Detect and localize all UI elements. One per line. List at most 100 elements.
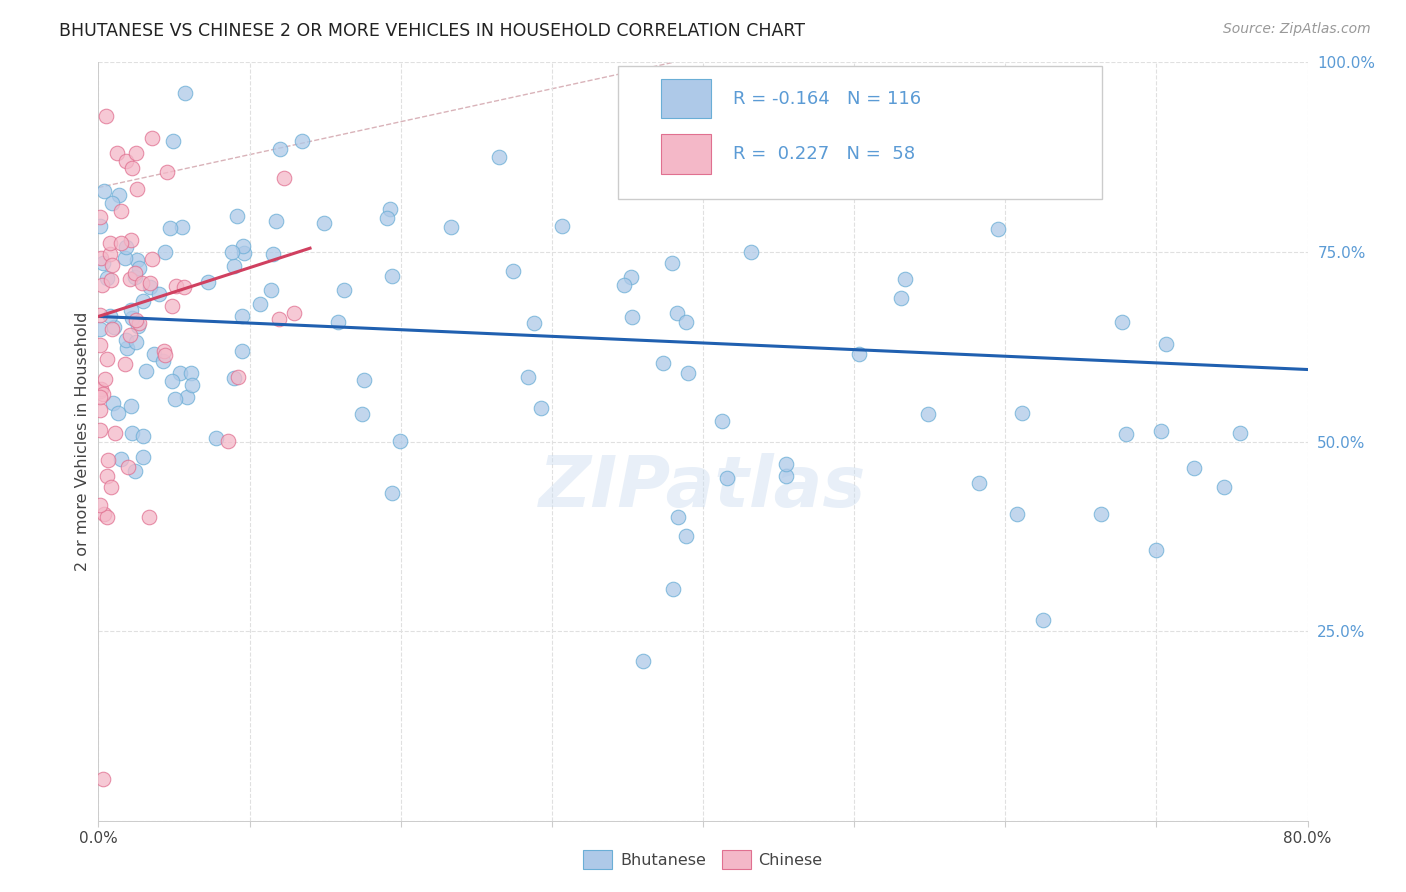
Point — [155, 244, 177, 259]
Point — [1229, 426, 1251, 441]
Point — [101, 196, 124, 211]
Point — [740, 245, 762, 260]
Point — [110, 236, 132, 251]
Point — [101, 259, 124, 273]
FancyBboxPatch shape — [619, 66, 1102, 199]
Point — [551, 219, 574, 233]
Point — [89, 498, 111, 512]
Point — [291, 134, 314, 148]
Point — [125, 253, 148, 268]
Point — [127, 319, 149, 334]
Point — [352, 407, 374, 421]
Point — [266, 214, 288, 228]
Point — [124, 269, 146, 284]
Point — [127, 182, 149, 196]
Point — [121, 425, 143, 440]
Point — [114, 251, 136, 265]
Point — [353, 373, 375, 387]
Point — [115, 342, 138, 356]
Point — [231, 343, 253, 358]
Y-axis label: 2 or more Vehicles in Household: 2 or more Vehicles in Household — [75, 312, 90, 571]
Point — [232, 239, 254, 253]
Point — [775, 468, 797, 483]
Point — [93, 184, 115, 198]
Point — [96, 271, 118, 285]
Point — [90, 277, 112, 292]
Point — [661, 255, 683, 269]
Point — [89, 423, 111, 437]
Point — [661, 582, 683, 597]
Point — [267, 312, 290, 326]
Point — [1111, 315, 1133, 329]
Point — [97, 453, 120, 467]
Point — [160, 299, 183, 313]
Point — [1213, 480, 1236, 494]
Point — [1115, 427, 1137, 442]
Point — [101, 396, 124, 410]
Legend: Bhutanese, Chinese: Bhutanese, Chinese — [576, 844, 830, 875]
Point — [148, 287, 170, 301]
Point — [124, 464, 146, 478]
Point — [1007, 508, 1029, 522]
Point — [621, 310, 644, 324]
Point — [131, 276, 153, 290]
Point — [676, 366, 699, 380]
Point — [716, 471, 738, 485]
Text: R = -0.164   N = 116: R = -0.164 N = 116 — [734, 90, 921, 108]
Point — [125, 146, 148, 161]
Point — [98, 247, 121, 261]
Point — [502, 264, 524, 278]
Point — [89, 211, 111, 225]
Point — [204, 431, 226, 445]
Point — [152, 344, 174, 359]
Point — [159, 220, 181, 235]
Point — [222, 370, 245, 384]
Point — [91, 386, 114, 401]
Point — [124, 334, 146, 349]
Point — [121, 311, 143, 326]
Point — [675, 315, 697, 329]
Point — [117, 460, 139, 475]
Point — [665, 306, 688, 320]
Point — [152, 353, 174, 368]
Point — [139, 279, 162, 293]
Point — [160, 375, 183, 389]
Point — [377, 211, 399, 225]
Point — [156, 164, 179, 178]
Point — [89, 402, 111, 417]
Point — [523, 316, 546, 330]
Point — [1090, 507, 1112, 521]
Point — [138, 277, 160, 291]
Point — [110, 451, 132, 466]
Point — [675, 529, 697, 543]
Point — [221, 245, 243, 260]
Point — [104, 425, 127, 440]
Point — [141, 131, 163, 145]
Point — [165, 392, 187, 407]
Point — [135, 364, 157, 378]
Point — [115, 240, 138, 254]
Point — [105, 146, 128, 161]
Point — [89, 391, 111, 405]
Point — [115, 333, 138, 347]
Point — [530, 401, 553, 415]
Point — [93, 507, 115, 521]
Point — [120, 399, 142, 413]
Point — [1144, 543, 1167, 558]
Point — [260, 283, 283, 297]
Point — [439, 219, 461, 234]
FancyBboxPatch shape — [661, 135, 711, 174]
Point — [1150, 424, 1173, 438]
Point — [120, 233, 142, 247]
Point — [90, 382, 112, 396]
Point — [332, 283, 354, 297]
Point — [91, 255, 114, 269]
Point — [153, 348, 176, 362]
Point — [96, 351, 118, 366]
Point — [172, 219, 194, 234]
Point — [107, 406, 129, 420]
Point — [613, 278, 636, 293]
Point — [89, 384, 111, 398]
Point — [100, 480, 122, 494]
Point — [114, 153, 136, 168]
